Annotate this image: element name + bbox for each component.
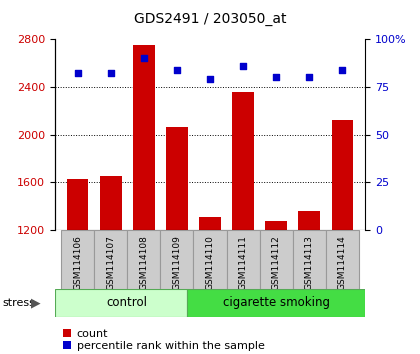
Bar: [331, 120, 353, 230]
Point: [339, 67, 346, 72]
Bar: [160, 230, 194, 289]
Bar: [61, 230, 94, 289]
Point: [173, 67, 180, 72]
Text: GSM114112: GSM114112: [272, 235, 281, 290]
Bar: [260, 230, 293, 289]
Bar: [55, 289, 187, 317]
Text: ▶: ▶: [31, 296, 40, 309]
Point: [207, 76, 213, 82]
Bar: [187, 289, 365, 317]
Bar: [166, 127, 188, 230]
Bar: [265, 221, 287, 230]
Point: [306, 74, 312, 80]
Bar: [299, 211, 320, 230]
Bar: [94, 230, 127, 289]
Point: [141, 55, 147, 61]
Bar: [100, 176, 121, 230]
Text: percentile rank within the sample: percentile rank within the sample: [77, 341, 265, 351]
Text: GSM114109: GSM114109: [173, 235, 181, 290]
Bar: [326, 230, 359, 289]
Text: GSM114108: GSM114108: [139, 235, 148, 290]
Bar: [67, 179, 89, 230]
Point: [240, 63, 247, 69]
Text: GDS2491 / 203050_at: GDS2491 / 203050_at: [134, 12, 286, 27]
Bar: [293, 230, 326, 289]
Text: GSM114111: GSM114111: [239, 235, 247, 290]
Bar: [199, 217, 221, 230]
Text: GSM114114: GSM114114: [338, 235, 347, 290]
Text: cigarette smoking: cigarette smoking: [223, 296, 330, 309]
Bar: [232, 92, 254, 230]
Text: stress: stress: [2, 298, 35, 308]
Text: count: count: [77, 329, 108, 339]
Bar: [127, 230, 160, 289]
Text: GSM114107: GSM114107: [106, 235, 116, 290]
Point: [74, 70, 81, 76]
Bar: [226, 230, 260, 289]
Text: GSM114106: GSM114106: [73, 235, 82, 290]
Point: [273, 74, 279, 80]
Point: [108, 70, 114, 76]
Text: control: control: [107, 296, 148, 309]
Text: GSM114110: GSM114110: [205, 235, 215, 290]
Text: GSM114113: GSM114113: [304, 235, 314, 290]
Bar: [133, 45, 155, 230]
Bar: [194, 230, 226, 289]
